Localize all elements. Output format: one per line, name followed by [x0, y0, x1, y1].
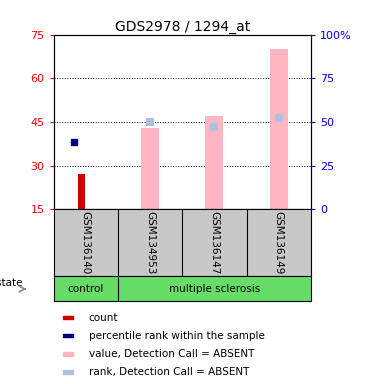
- Text: count: count: [89, 313, 118, 323]
- Bar: [63, 352, 73, 356]
- Text: percentile rank within the sample: percentile rank within the sample: [89, 331, 265, 341]
- Text: GSM136147: GSM136147: [209, 211, 219, 275]
- Bar: [270, 49, 287, 209]
- Text: GSM134953: GSM134953: [145, 211, 155, 275]
- Bar: [78, 174, 85, 209]
- Bar: [63, 334, 73, 338]
- Text: control: control: [68, 284, 104, 294]
- Title: GDS2978 / 1294_at: GDS2978 / 1294_at: [115, 20, 250, 33]
- Text: GSM136140: GSM136140: [81, 211, 91, 275]
- Bar: [205, 116, 223, 209]
- Text: value, Detection Call = ABSENT: value, Detection Call = ABSENT: [89, 349, 254, 359]
- Bar: [63, 370, 73, 374]
- Bar: [141, 128, 159, 209]
- Text: GSM136149: GSM136149: [274, 211, 284, 275]
- Bar: [63, 316, 73, 319]
- Text: multiple sclerosis: multiple sclerosis: [169, 284, 260, 294]
- Text: disease state: disease state: [0, 278, 23, 288]
- Text: rank, Detection Call = ABSENT: rank, Detection Call = ABSENT: [89, 367, 249, 377]
